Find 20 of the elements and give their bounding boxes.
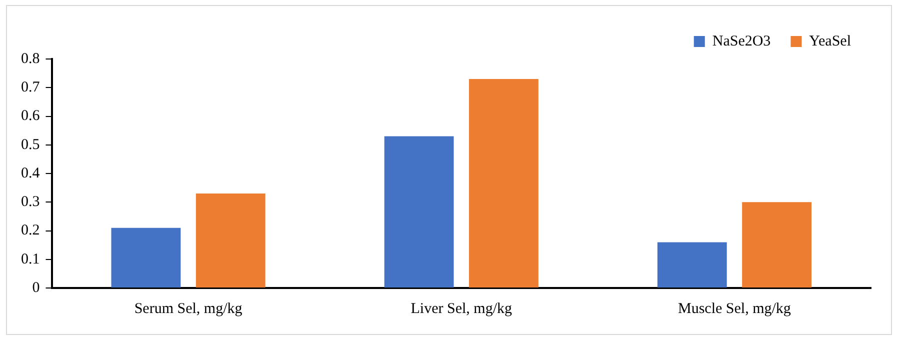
bar: [468, 79, 538, 288]
bar: [196, 194, 266, 288]
y-tick-label: 0.5: [21, 136, 40, 153]
y-tick-label: 0.4: [21, 165, 40, 182]
y-tick-label: 0.1: [21, 251, 40, 268]
bar: [742, 202, 812, 288]
legend-label: YeaSel: [809, 33, 852, 50]
y-tick-label: 0.6: [21, 108, 40, 124]
bar: [111, 228, 181, 288]
y-tick-label: 0.8: [21, 50, 40, 67]
x-tick-label: Serum Sel, mg/kg: [134, 300, 243, 317]
bar: [384, 136, 454, 288]
x-tick-label: Muscle Sel, mg/kg: [678, 300, 792, 317]
legend-label: NaSe2O3: [712, 33, 771, 50]
y-tick-label: 0.2: [21, 222, 40, 239]
y-tick-label: 0: [32, 280, 40, 296]
y-tick-label: 0.3: [21, 194, 40, 210]
y-tick-label: 0.7: [21, 80, 40, 96]
bar: [657, 242, 727, 288]
x-tick-label: Liver Sel, mg/kg: [410, 300, 512, 317]
